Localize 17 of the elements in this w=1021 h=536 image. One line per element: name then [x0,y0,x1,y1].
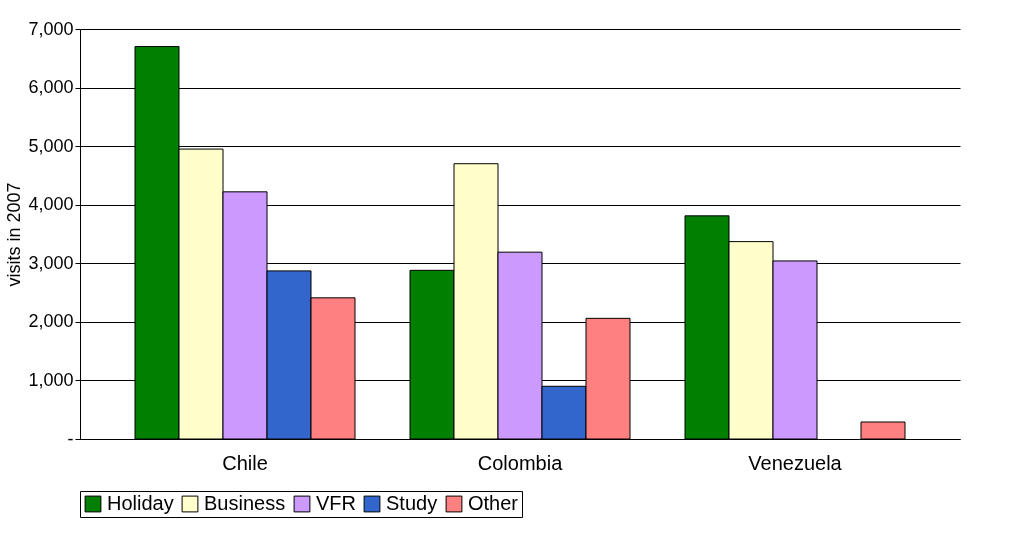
legend-label: Holiday [107,492,174,514]
legend-label: Study [386,492,438,514]
x-tick-label: Venezuela [748,451,843,474]
y-tick-label: 6,000 [28,77,74,98]
y-tick-label: 7,000 [28,18,74,39]
y-tick-label: 2,000 [28,311,74,332]
x-tick-label: Chile [222,451,268,474]
x-tick-label: Colombia [477,451,564,474]
legend-label: Business [204,492,286,514]
y-tick-label: 4,000 [28,194,74,215]
y-tick-label: - [67,428,74,449]
legend-label: VFR [316,492,356,514]
y-tick-label: 3,000 [28,252,74,273]
y-tick-label: 1,000 [28,369,74,390]
y-tick-label: 5,000 [28,135,74,156]
legend-label: Other [468,492,519,514]
y-axis-title: visits in 2007 [4,182,25,287]
